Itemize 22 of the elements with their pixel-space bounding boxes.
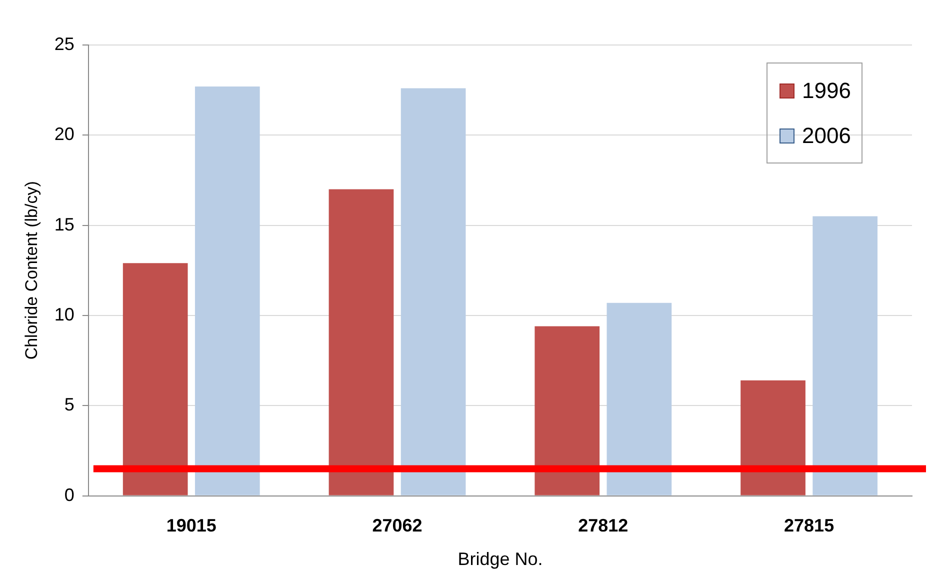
bar xyxy=(122,263,188,496)
y-tick-label: 5 xyxy=(64,394,74,415)
bar xyxy=(328,189,394,496)
legend-label: 2006 xyxy=(802,123,851,148)
y-axis-title: Chloride Content (lb/cy) xyxy=(22,181,41,360)
y-tick-label: 0 xyxy=(64,484,74,505)
x-axis-title: Bridge No. xyxy=(458,549,543,570)
y-tick-label: 10 xyxy=(54,304,74,324)
bar xyxy=(400,88,466,496)
x-tick-label: 27815 xyxy=(784,516,834,536)
bar xyxy=(812,216,878,496)
y-tick-label: 20 xyxy=(54,124,74,144)
x-tick-label: 27812 xyxy=(578,516,628,536)
bar xyxy=(740,380,806,496)
y-tick-label: 25 xyxy=(54,34,74,54)
x-tick-label: 27062 xyxy=(372,516,422,536)
y-tick-label: 15 xyxy=(54,214,74,234)
bar xyxy=(606,302,672,496)
x-tick-label: 19015 xyxy=(166,516,216,536)
bar xyxy=(194,86,260,496)
bar xyxy=(534,326,600,496)
legend-label: 1996 xyxy=(802,78,851,104)
